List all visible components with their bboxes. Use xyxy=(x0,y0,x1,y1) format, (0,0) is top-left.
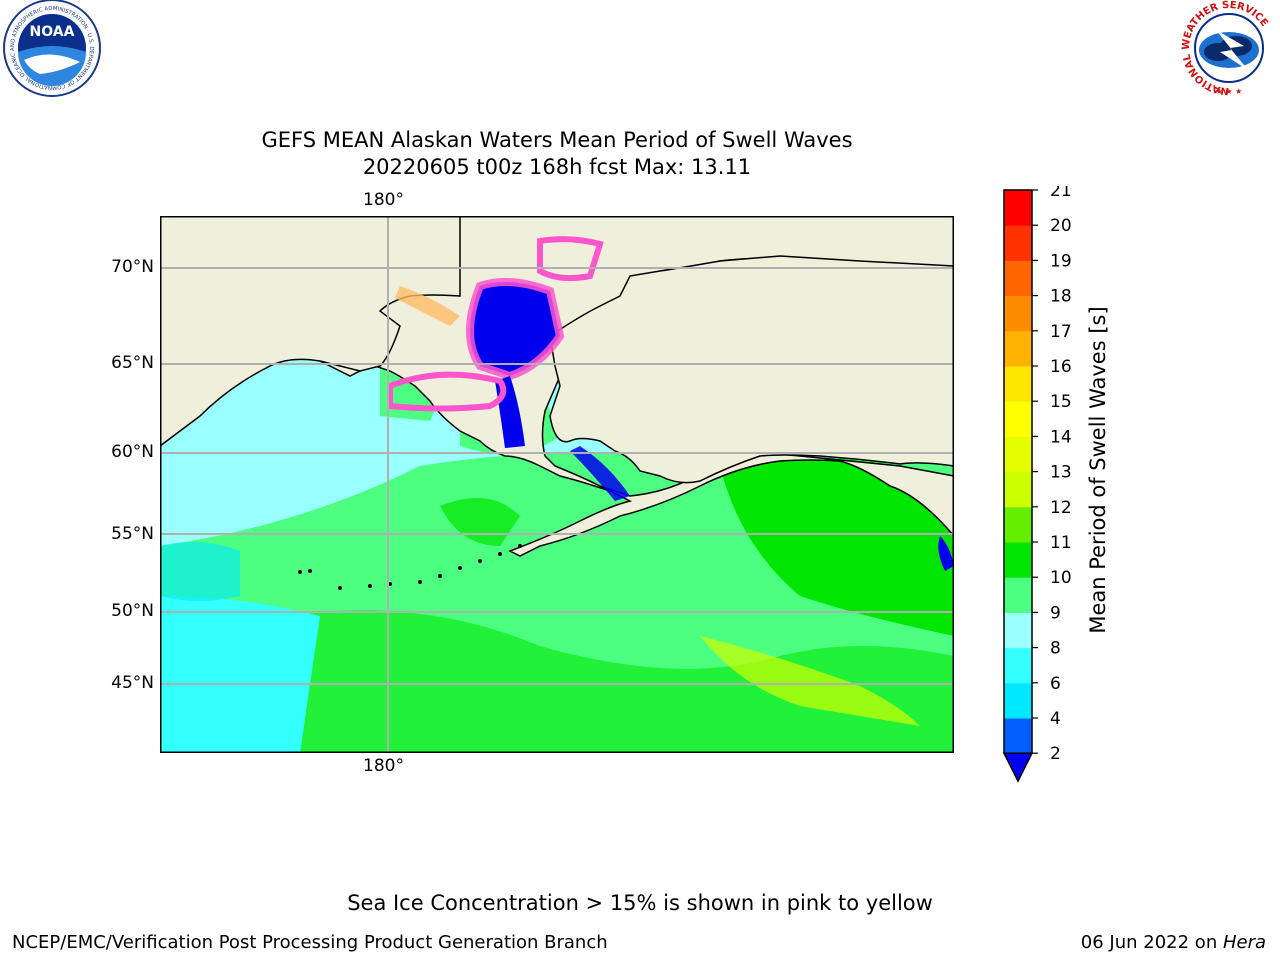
colorbar-tick-label: 15 xyxy=(1050,392,1072,412)
colorbar-segment xyxy=(1004,225,1032,261)
map-frame xyxy=(160,216,954,753)
colorbar: 2 4 6 8 9 10 11 12 13 14 15 16 17 18 19 20 21 xyxy=(1002,186,1072,783)
colorbar-tick-label: 6 xyxy=(1050,674,1061,694)
colorbar-tick-label: 19 xyxy=(1050,251,1072,271)
svg-text:★ ★ ★: ★ ★ ★ xyxy=(1216,87,1243,96)
colorbar-label: Mean Period of Swell Waves [s] xyxy=(1086,306,1110,634)
bristol-bay-ice xyxy=(570,446,630,501)
noaa-logo-text: NOAA xyxy=(30,24,75,40)
period-11-zone-east xyxy=(720,458,954,636)
colorbar-tick-label: 2 xyxy=(1050,744,1061,764)
colorbar-tick-label: 17 xyxy=(1050,322,1072,342)
aleutian-islands xyxy=(298,544,522,590)
sea-ice-chukchi xyxy=(470,282,560,376)
se-alaska-ice xyxy=(938,536,954,571)
colorbar-segment xyxy=(1004,612,1032,649)
lon-label-top: 180° xyxy=(363,190,404,210)
colorbar-segment xyxy=(1004,471,1032,508)
colorbar-segment xyxy=(1004,190,1032,226)
lat-label-65: 65°N xyxy=(111,353,154,373)
colorbar-tick-label: 9 xyxy=(1050,603,1061,623)
footer-machine: Hera xyxy=(1222,932,1266,953)
map-title: GEFS MEAN Alaskan Waters Mean Period of … xyxy=(261,128,853,152)
colorbar-segment xyxy=(1004,647,1032,684)
colorbar-segment xyxy=(1004,718,1032,754)
colorbar-segment xyxy=(1004,506,1032,543)
colorbar-tick-label: 10 xyxy=(1050,568,1072,588)
sea-ice-north xyxy=(537,236,604,282)
colorbar-tick-label: 16 xyxy=(1050,357,1072,377)
colorbar-segment xyxy=(1004,682,1032,719)
nws-logo: NATIONAL WEATHER SERVICE ★ ★ ★ xyxy=(1181,0,1277,96)
footer-credit: NCEP/EMC/Verification Post Processing Pr… xyxy=(12,932,608,953)
colorbar-tick-label: 18 xyxy=(1050,287,1072,307)
colorbar-tick-label: 13 xyxy=(1050,463,1072,483)
colorbar-segment xyxy=(1004,401,1032,437)
swell-period-map xyxy=(160,216,954,753)
colorbar-tick-label: 12 xyxy=(1050,498,1072,518)
colorbar-tick-label: 14 xyxy=(1050,427,1072,447)
graticule xyxy=(160,216,954,753)
colorbar-segment xyxy=(1004,260,1032,297)
colorbar-segment xyxy=(1004,366,1032,402)
colorbar-tick-label: 11 xyxy=(1050,533,1072,553)
alaska-land xyxy=(549,255,954,484)
colorbar-tick-label: 8 xyxy=(1050,639,1061,659)
sea-ice-edge-bering xyxy=(387,371,507,412)
colorbar-tick-label: 4 xyxy=(1050,709,1061,729)
colorbar-tick-label: 20 xyxy=(1050,216,1072,236)
colorbar-segment xyxy=(1004,542,1032,578)
colorbar-segment xyxy=(1004,295,1032,332)
lat-label-55: 55°N xyxy=(111,524,154,544)
colorbar-segment xyxy=(1004,330,1032,367)
footer-date-text: 06 Jun 2022 on xyxy=(1080,932,1223,953)
period-7-8-zone xyxy=(160,596,320,753)
lon-label-bottom: 180° xyxy=(363,756,404,776)
footer-date: 06 Jun 2022 on Hera xyxy=(1081,932,1266,953)
lat-label-70: 70°N xyxy=(111,257,154,277)
lat-label-50: 50°N xyxy=(111,601,154,621)
noaa-logo: NOAA NATIONAL OCEANIC AND ATMOSPHERIC AD… xyxy=(0,0,101,97)
colorbar-segment xyxy=(1004,436,1032,473)
lat-label-45: 45°N xyxy=(111,673,154,693)
colorbar-segment xyxy=(1004,577,1032,613)
map-subtitle: 20220605 t00z 168h fcst Max: 13.11 xyxy=(362,155,752,179)
colorbar-tick-label: 21 xyxy=(1050,186,1072,201)
colorbar-under-arrow xyxy=(1002,752,1034,783)
period-10-11-zone xyxy=(290,610,954,753)
sea-ice-note: Sea Ice Concentration > 15% is shown in … xyxy=(347,891,933,915)
period-12-13-zone xyxy=(700,636,920,726)
lat-label-60: 60°N xyxy=(111,442,154,462)
